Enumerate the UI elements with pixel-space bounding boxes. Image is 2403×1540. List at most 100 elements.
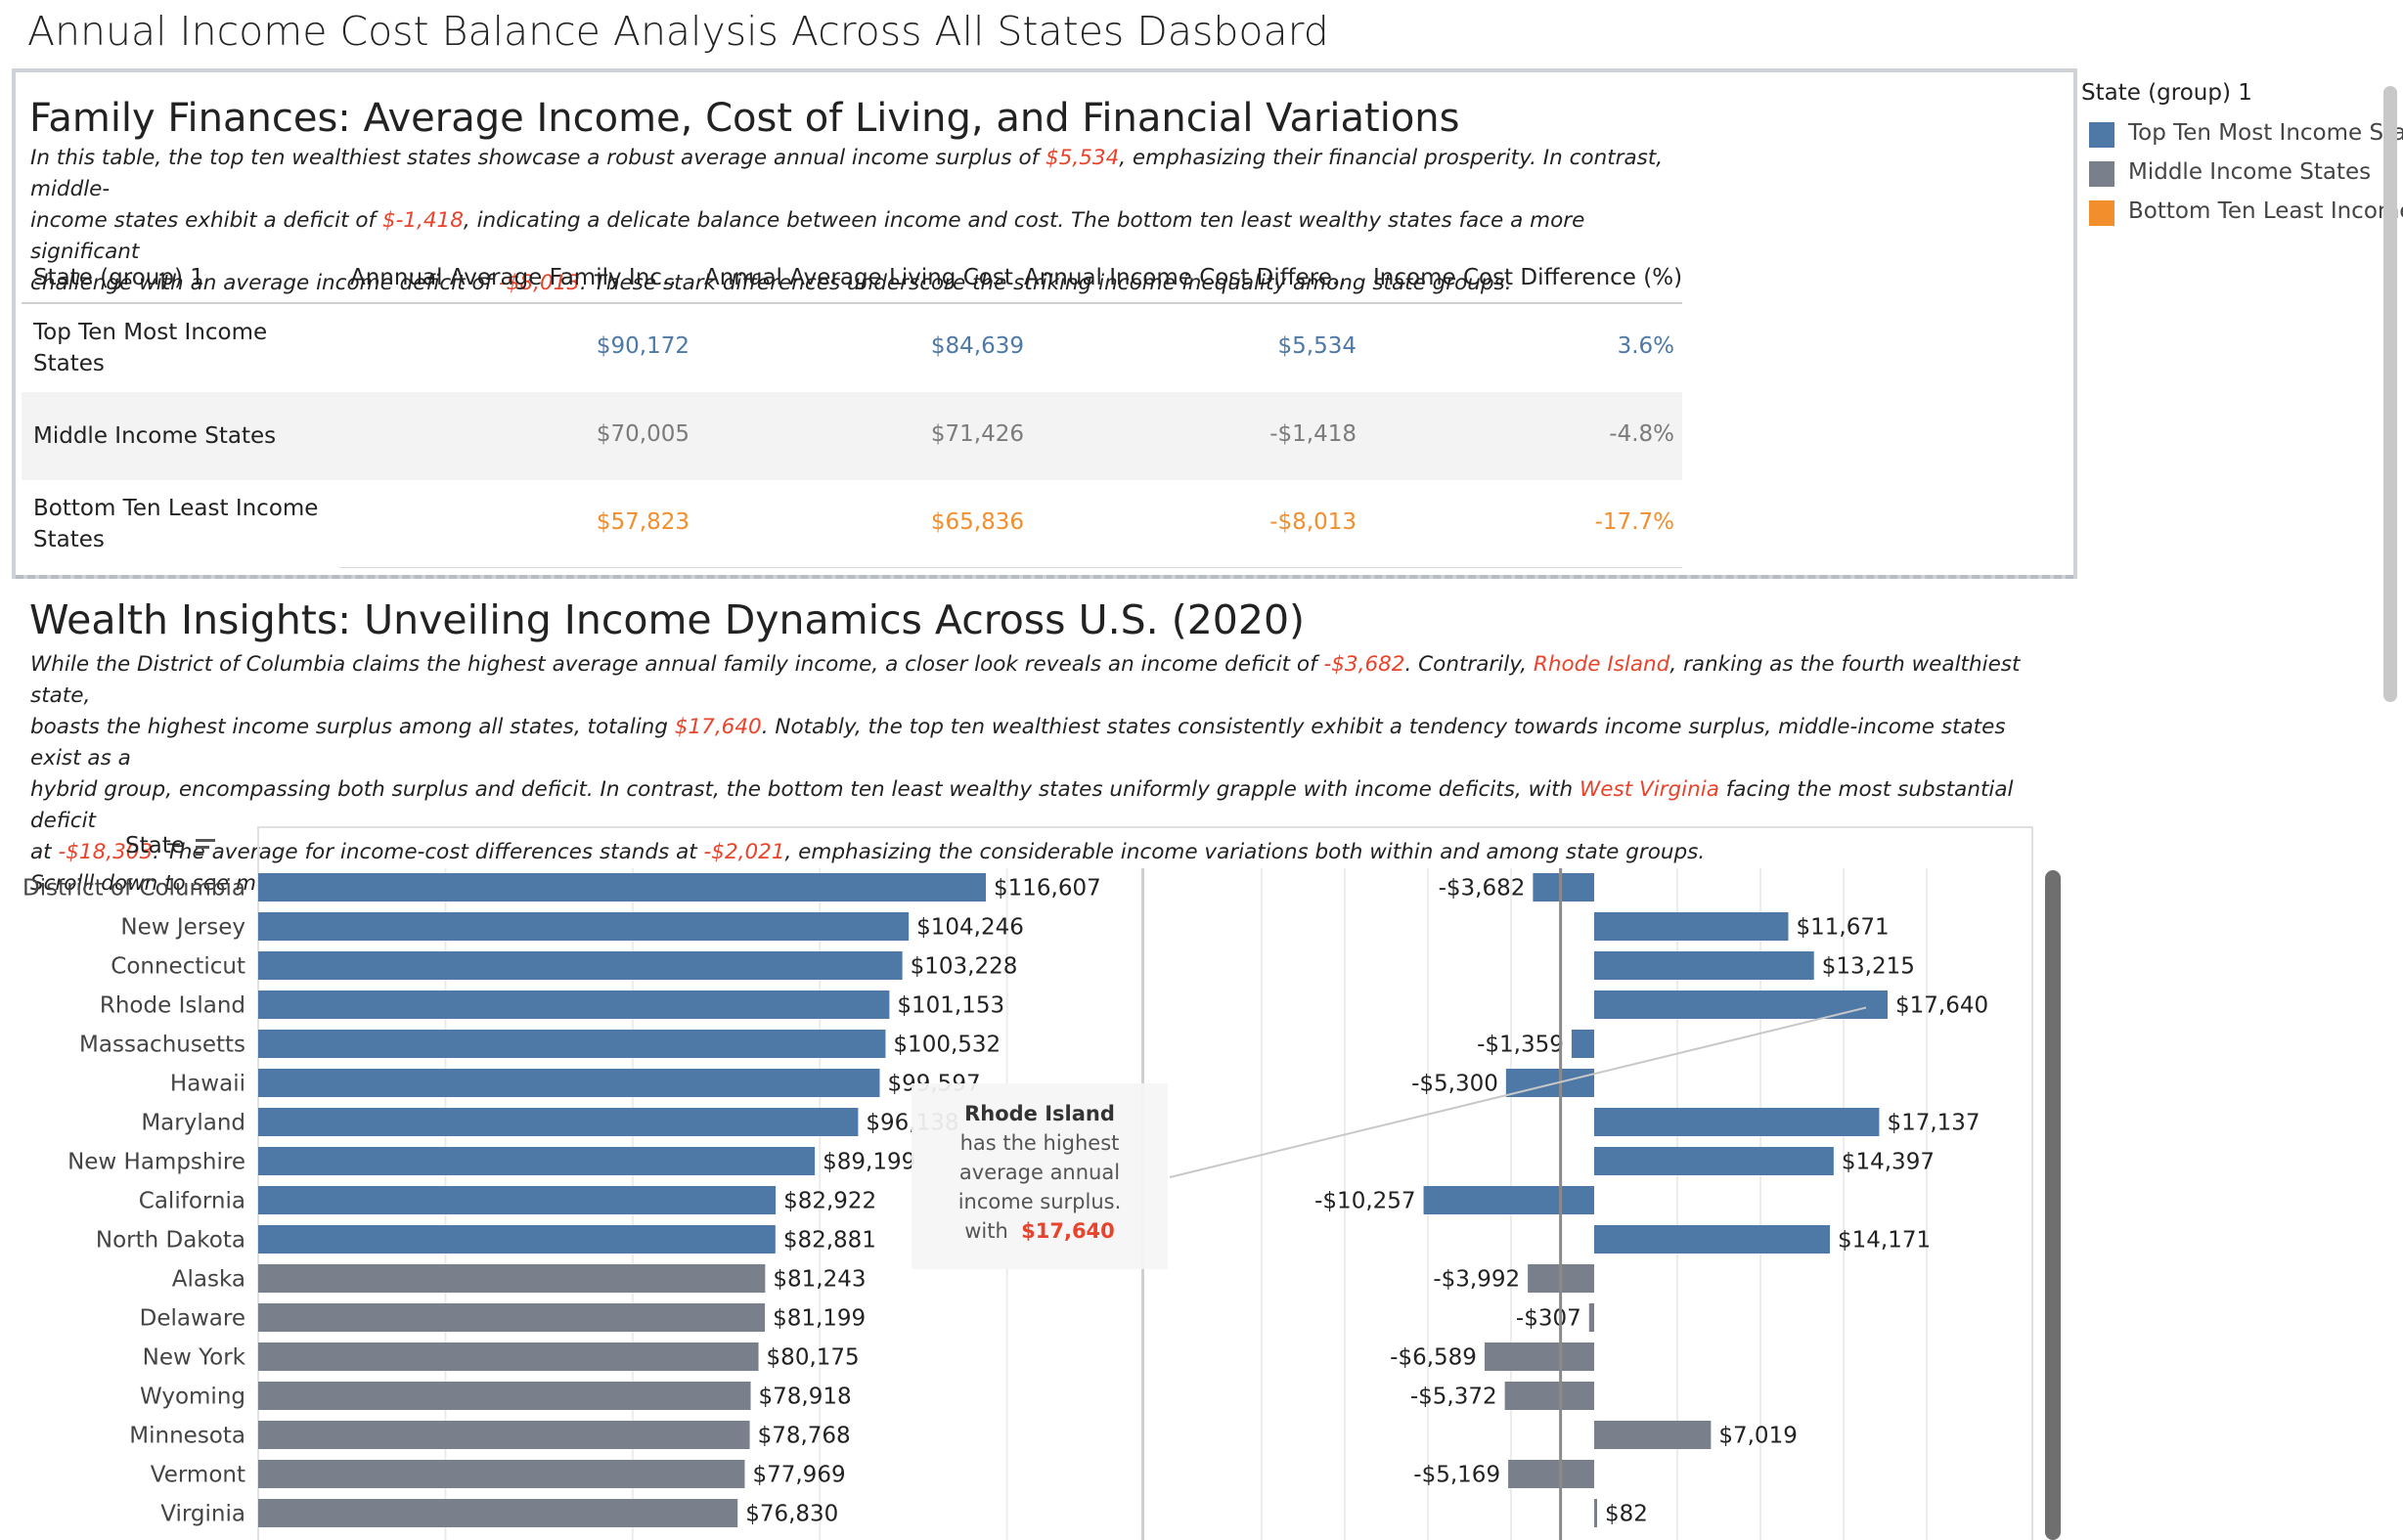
cell-pct: -4.8% xyxy=(1609,421,1674,447)
income-bar xyxy=(258,1421,750,1449)
annotation-line: has the highest xyxy=(959,1131,1120,1155)
state-label: Alaska xyxy=(172,1267,245,1293)
income-bar-label: $78,768 xyxy=(758,1424,851,1449)
difference-bar-label: -$5,169 xyxy=(1413,1463,1500,1488)
legend-swatch xyxy=(2089,122,2114,148)
state-label: District of Columbia xyxy=(22,876,245,902)
table-header[interactable]: Annual Income Cost Differe.. xyxy=(1024,265,1347,290)
legend-swatch xyxy=(2089,200,2114,226)
table-header-row: State (group) 1 Annnual Average Family I… xyxy=(22,257,1682,304)
income-bar-label: $100,532 xyxy=(893,1033,1001,1058)
state-label: Minnesota xyxy=(129,1424,245,1449)
income-bar-label: $82,922 xyxy=(783,1189,876,1214)
annotation-line: average annual xyxy=(958,1161,1121,1184)
cell-income: $90,172 xyxy=(596,333,690,359)
state-label: Massachusetts xyxy=(79,1033,245,1058)
difference-bar-label: -$3,992 xyxy=(1433,1267,1520,1293)
state-label: North Dakota xyxy=(96,1228,245,1254)
income-bar-label: $80,175 xyxy=(767,1345,860,1371)
state-label: Maryland xyxy=(141,1111,245,1136)
page-scrollbar[interactable] xyxy=(2383,86,2397,702)
difference-bar xyxy=(1594,1499,1597,1527)
cell-cost: $65,836 xyxy=(930,509,1024,535)
row-name: Bottom Ten Least Income States xyxy=(33,496,319,552)
state-label: Vermont xyxy=(151,1463,245,1488)
cell-cost: $71,426 xyxy=(930,421,1024,447)
legend-item-bottom-ten[interactable]: Bottom Ten Least Income States xyxy=(2089,198,2403,228)
legend-item-top-ten[interactable]: Top Ten Most Income States xyxy=(2089,120,2403,150)
difference-bar-label: -$5,372 xyxy=(1410,1385,1497,1410)
cell-income: $57,823 xyxy=(596,509,690,535)
annotation-box xyxy=(912,1083,1168,1269)
summary-title: Family Finances: Average Income, Cost of… xyxy=(29,96,1460,141)
state-label: New Jersey xyxy=(120,915,245,941)
summary-paragraph: In this table, the top ten wealthiest st… xyxy=(30,146,1664,295)
wealth-title: Wealth Insights: Unveiling Income Dynami… xyxy=(29,596,1306,643)
income-bar-label: $82,881 xyxy=(783,1228,876,1254)
income-bar xyxy=(258,1069,880,1097)
table-row[interactable]: Middle Income States $70,005 $71,426 -$1… xyxy=(22,392,1682,480)
annotation-text: Rhode Island has the highest average ann… xyxy=(912,1099,1168,1246)
table-header[interactable]: Annnual Average Family Inc.. xyxy=(350,265,677,290)
dashboard-title: Annual Income Cost Balance Analysis Acro… xyxy=(27,8,1329,55)
chart-frame xyxy=(257,826,259,1540)
income-bar xyxy=(258,951,903,980)
difference-bar-label: -$6,589 xyxy=(1390,1345,1477,1371)
income-bar xyxy=(258,873,986,902)
income-bar-label: $89,199 xyxy=(823,1150,915,1175)
income-bar xyxy=(258,1382,751,1410)
legend-label: Bottom Ten Least Income States xyxy=(2128,198,2403,224)
difference-bar-label: $11,671 xyxy=(1796,915,1889,941)
difference-bar xyxy=(1508,1460,1594,1488)
difference-bar xyxy=(1594,1421,1712,1449)
difference-bar-label: $82 xyxy=(1605,1502,1648,1527)
income-bar xyxy=(258,1342,759,1371)
income-bar xyxy=(258,1225,776,1254)
cell-income: $70,005 xyxy=(596,421,690,447)
table-row[interactable]: Top Ten Most Income States $90,172 $84,63… xyxy=(22,304,1682,392)
difference-bar-label: $13,215 xyxy=(1822,954,1915,980)
difference-bar xyxy=(1504,1382,1594,1410)
row-name: Top Ten Most Income States xyxy=(33,320,268,376)
state-label: Connecticut xyxy=(111,954,245,980)
table-header[interactable]: Income Cost Difference (%) xyxy=(1373,265,1683,290)
difference-bar xyxy=(1594,951,1814,980)
difference-bar-label: $14,397 xyxy=(1842,1150,1935,1175)
cell-cost: $84,639 xyxy=(930,333,1024,359)
income-bar xyxy=(258,912,910,941)
cell-pct: -17.7% xyxy=(1594,509,1674,535)
difference-bar xyxy=(1594,1225,1831,1254)
annotation-with-line: with $17,640 xyxy=(964,1219,1115,1243)
difference-bar-label: -$5,300 xyxy=(1411,1072,1498,1097)
annotation-title: Rhode Island xyxy=(964,1102,1115,1125)
income-bar-label: $104,246 xyxy=(916,915,1024,941)
chart-frame xyxy=(258,826,2032,828)
difference-bar xyxy=(1594,990,1888,1019)
income-bar-label: $77,969 xyxy=(752,1463,845,1488)
difference-bar xyxy=(1588,1303,1594,1332)
legend-label: Top Ten Most Income States xyxy=(2128,120,2403,146)
difference-bar xyxy=(1423,1186,1594,1214)
legend-item-middle[interactable]: Middle Income States xyxy=(2089,159,2403,189)
chart-scrollbar[interactable] xyxy=(2045,870,2061,1540)
table-header[interactable]: State (group) 1 xyxy=(33,265,204,290)
cell-diff: $5,534 xyxy=(1277,333,1357,359)
sort-icon[interactable] xyxy=(196,837,215,857)
state-column-header[interactable]: State xyxy=(125,833,185,858)
difference-bar xyxy=(1594,1108,1880,1136)
difference-bar xyxy=(1594,1147,1834,1175)
difference-bar-label: $7,019 xyxy=(1718,1424,1797,1449)
difference-bar xyxy=(1571,1030,1594,1058)
difference-bar xyxy=(1484,1342,1594,1371)
table-row[interactable]: Bottom Ten Least Income States $57,823 $6… xyxy=(22,480,1682,568)
income-bar xyxy=(258,1030,886,1058)
table-header[interactable]: Annual Average Living Cost xyxy=(704,265,1013,290)
income-bar-label: $103,228 xyxy=(911,954,1018,980)
income-bar xyxy=(258,1460,745,1488)
income-bar-label: $78,918 xyxy=(759,1385,852,1410)
chart-frame xyxy=(2031,826,2033,1540)
state-label: California xyxy=(139,1189,245,1214)
summary-panel xyxy=(12,68,2077,579)
difference-bar-label: -$1,359 xyxy=(1477,1033,1564,1058)
